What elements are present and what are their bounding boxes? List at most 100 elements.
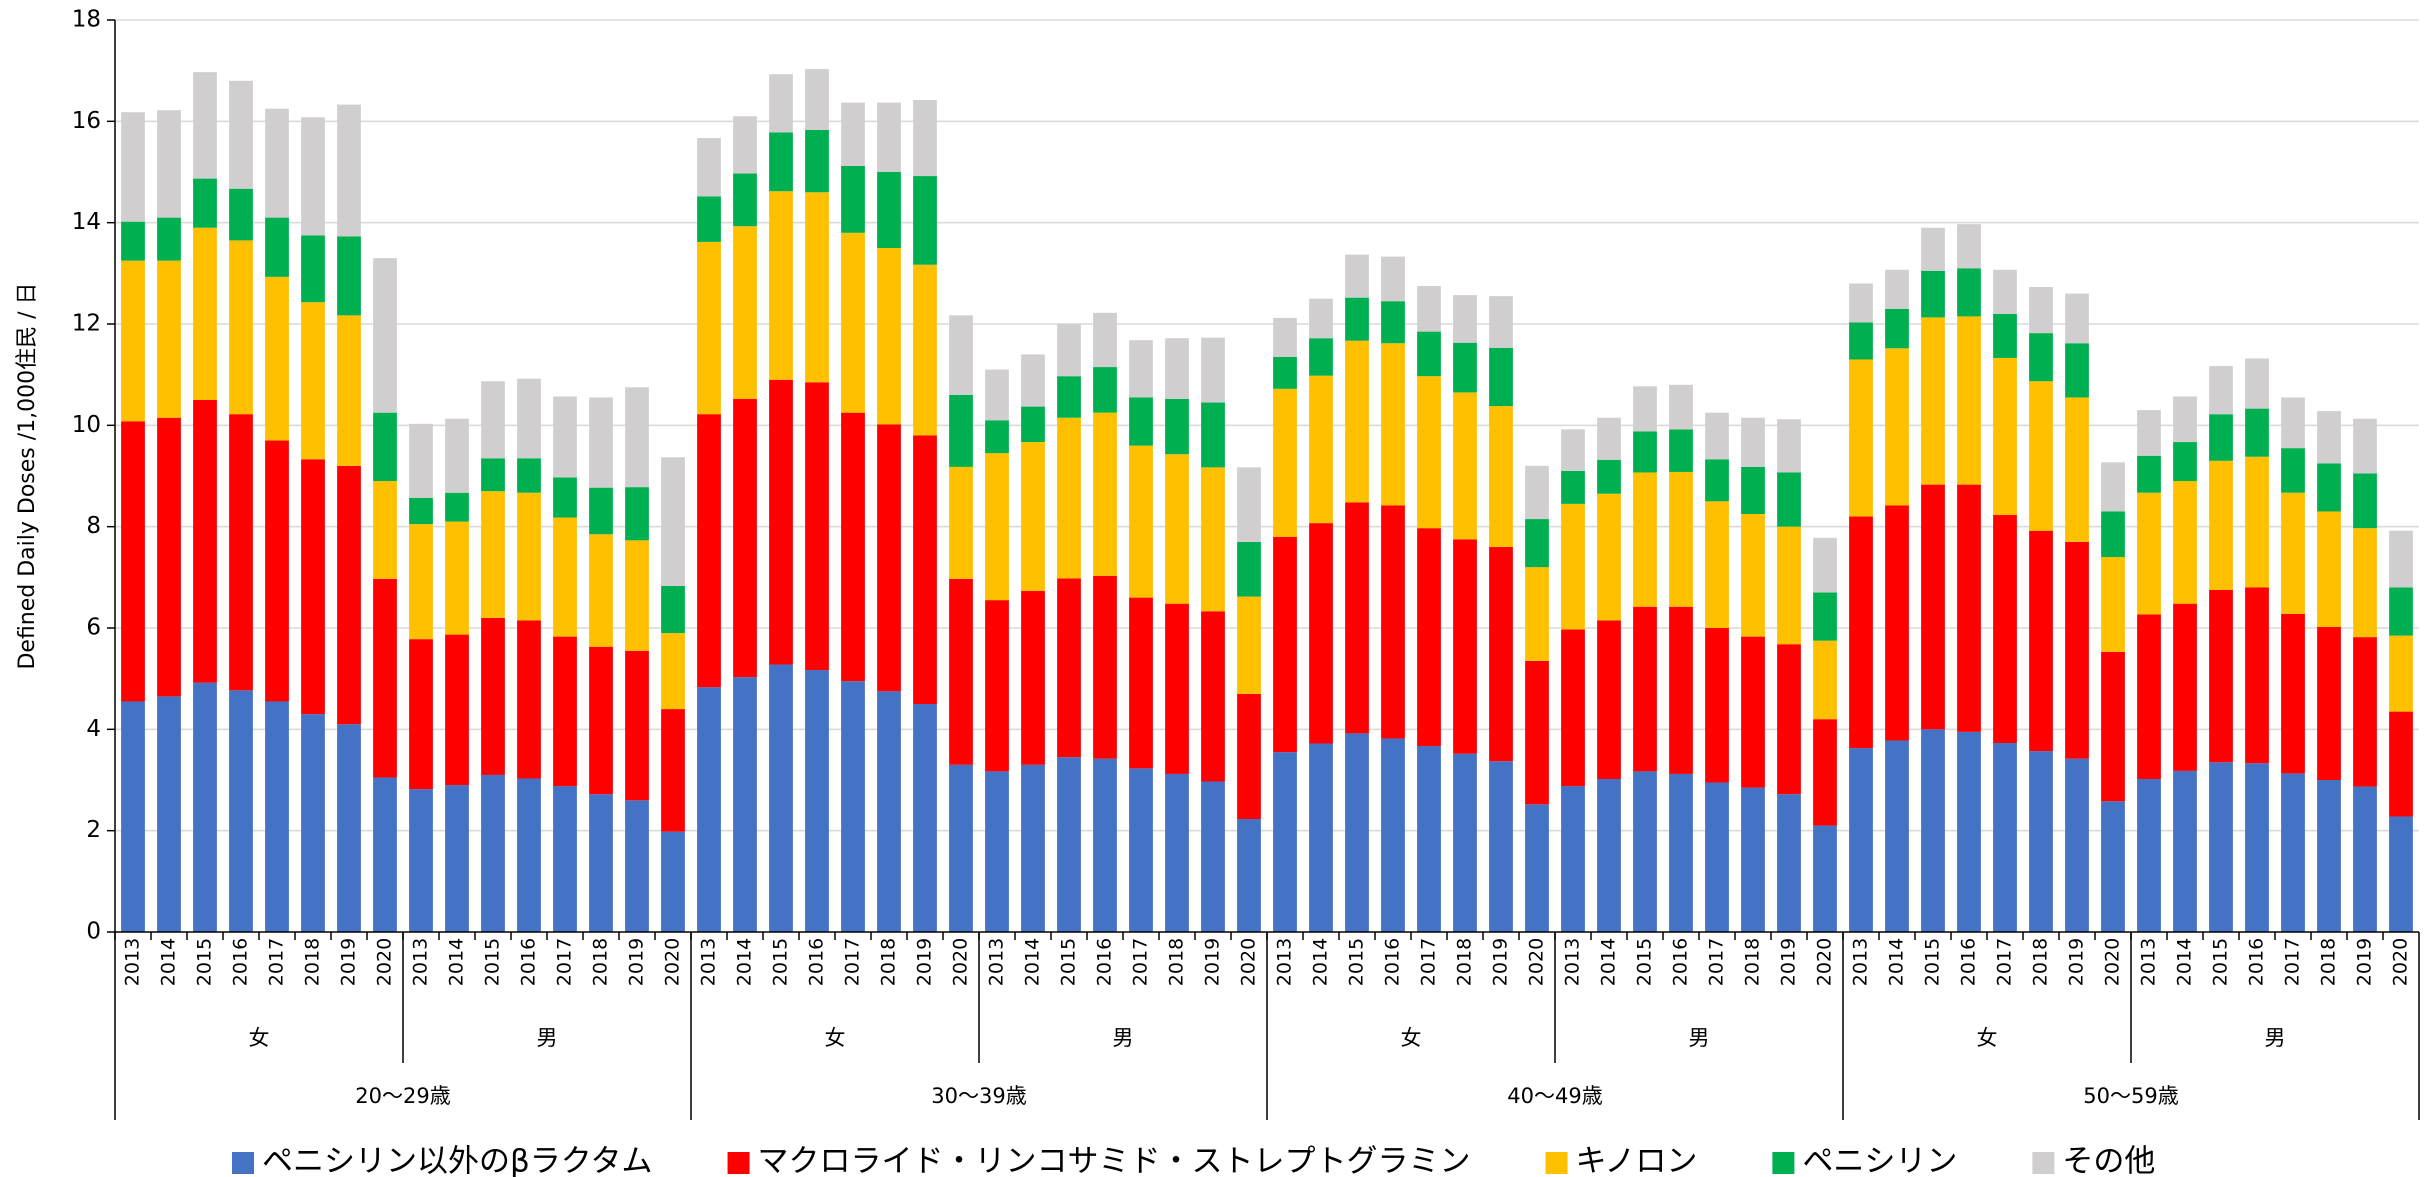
bar-segment	[1417, 286, 1441, 332]
bar-segment	[1129, 340, 1153, 398]
age-group-label: 30〜39歳	[931, 1084, 1026, 1108]
bar-segment	[1705, 501, 1729, 628]
bar-segment	[2353, 528, 2377, 638]
bar-segment	[769, 74, 793, 133]
bar-segment	[2209, 414, 2233, 461]
bar-segment	[913, 435, 937, 704]
x-tick-label: 2017	[1418, 938, 1440, 986]
bar-segment	[913, 100, 937, 177]
y-axis-label: Defined Daily Doses /1,000住民 / 日	[15, 282, 40, 669]
bar-segment	[193, 72, 217, 179]
bar-segment	[2389, 587, 2413, 636]
bar-segment	[121, 260, 145, 422]
bar-segment	[1129, 768, 1153, 932]
x-tick-label: 2016	[1958, 938, 1980, 986]
x-tick-label: 2013	[986, 938, 1008, 986]
x-tick-label: 2020	[950, 938, 972, 986]
bar-segment	[337, 315, 361, 466]
bar-segment	[661, 831, 685, 932]
x-tick-label: 2015	[194, 938, 216, 986]
bar-segment	[1417, 376, 1441, 529]
bar-segment	[121, 112, 145, 222]
bar-segment	[1201, 611, 1225, 782]
bar-segment	[733, 173, 757, 227]
bar-segment	[481, 381, 505, 459]
bar-segment	[1237, 541, 1261, 597]
bar-segment	[913, 704, 937, 932]
bar-segment	[229, 690, 253, 932]
bar-segment	[805, 192, 829, 383]
bar-segment	[1777, 644, 1801, 795]
bar-segment	[1633, 606, 1657, 772]
bar-segment	[1849, 748, 1873, 932]
bar-segment	[1597, 778, 1621, 932]
bar-segment	[1957, 731, 1981, 932]
x-tick-label: 2013	[1562, 938, 1584, 986]
x-tick-label: 2015	[1922, 938, 1944, 986]
bar-segment	[1237, 819, 1261, 932]
bar-segment	[1669, 606, 1693, 774]
y-tick-label: 4	[86, 716, 101, 742]
bar-segment	[1489, 761, 1513, 932]
bar-segment	[337, 236, 361, 316]
legend-label: マクロライド・リンコサミド・ストレプトグラミン	[758, 1144, 1471, 1177]
sex-group-label: 男	[537, 1026, 558, 1050]
bar-segment	[1885, 308, 1909, 349]
bar-segment	[1993, 515, 2017, 744]
x-tick-label: 2013	[1850, 938, 1872, 986]
bar-segment	[625, 540, 649, 651]
x-tick-label: 2018	[2318, 938, 2340, 986]
x-tick-label: 2019	[1490, 938, 1512, 986]
bar-segment	[1093, 367, 1117, 413]
bar-segment	[1489, 546, 1513, 762]
bar-segment	[1021, 442, 1045, 592]
bar-segment	[1813, 719, 1837, 826]
x-tick-label: 2015	[1058, 938, 1080, 986]
bar-segment	[2065, 397, 2089, 542]
bar-segment	[157, 217, 181, 261]
bar-segment	[1273, 388, 1297, 537]
x-tick-label: 2015	[1346, 938, 1368, 986]
bar-segment	[733, 116, 757, 174]
bar-segment	[2065, 758, 2089, 932]
bar-segment	[1309, 375, 1333, 524]
bar-segment	[1993, 743, 2017, 932]
bar-segment	[985, 453, 1009, 601]
bar-segment	[2281, 448, 2305, 493]
bar-segment	[2317, 411, 2341, 464]
y-tick-label: 16	[72, 108, 101, 134]
bar-segment	[1633, 771, 1657, 932]
bar-segment	[2353, 637, 2377, 787]
bar-segment	[2245, 587, 2269, 764]
bar-segment	[1345, 502, 1369, 734]
bar-segment	[265, 440, 289, 702]
bar-segment	[1345, 733, 1369, 932]
bar-segment	[769, 664, 793, 932]
bar-segment	[1057, 757, 1081, 932]
legend-swatch	[232, 1152, 254, 1174]
bar-segment	[337, 724, 361, 932]
bar-segment	[2173, 603, 2197, 771]
x-tick-label: 2017	[1994, 938, 2016, 986]
bar-segment	[1633, 431, 1657, 473]
x-tick-label: 2020	[662, 938, 684, 986]
bar-segment	[1201, 467, 1225, 612]
bar-segment	[1345, 254, 1369, 298]
bar-segment	[1921, 317, 1945, 485]
x-tick-label: 2019	[914, 938, 936, 986]
bar-segment	[1885, 740, 1909, 932]
bar-segment	[301, 235, 325, 303]
bar-segment	[1885, 505, 1909, 741]
bar-segment	[1849, 359, 1873, 517]
bar-segment	[2245, 408, 2269, 457]
y-tick-label: 2	[86, 817, 101, 843]
x-tick-label: 2016	[806, 938, 828, 986]
y-tick-label: 10	[72, 412, 101, 438]
x-tick-label: 2018	[590, 938, 612, 986]
bar-segment	[1561, 470, 1585, 504]
bar-segment	[1273, 356, 1297, 389]
bar-segment	[841, 412, 865, 682]
x-tick-label: 2018	[878, 938, 900, 986]
bar-segment	[985, 771, 1009, 932]
bar-segment	[841, 681, 865, 932]
